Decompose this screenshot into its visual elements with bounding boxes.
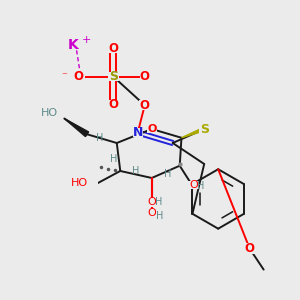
Polygon shape bbox=[64, 118, 89, 136]
Text: H: H bbox=[110, 154, 117, 164]
Text: H: H bbox=[96, 133, 103, 143]
Text: O: O bbox=[147, 124, 156, 134]
Text: S: S bbox=[109, 70, 118, 83]
FancyBboxPatch shape bbox=[133, 128, 143, 137]
FancyBboxPatch shape bbox=[45, 110, 63, 119]
Text: N: N bbox=[133, 126, 143, 139]
Text: S: S bbox=[200, 122, 209, 136]
Text: H: H bbox=[132, 166, 140, 176]
FancyBboxPatch shape bbox=[146, 124, 157, 134]
Text: HO: HO bbox=[70, 178, 88, 188]
Text: O: O bbox=[189, 180, 198, 190]
Text: H: H bbox=[164, 169, 171, 179]
Text: O: O bbox=[245, 242, 255, 255]
FancyBboxPatch shape bbox=[80, 179, 98, 188]
Text: O: O bbox=[140, 70, 150, 83]
Text: H: H bbox=[156, 212, 163, 221]
Polygon shape bbox=[182, 128, 205, 138]
FancyBboxPatch shape bbox=[140, 72, 150, 82]
Text: O: O bbox=[108, 98, 118, 111]
Text: O: O bbox=[140, 99, 150, 112]
Text: H: H bbox=[155, 197, 162, 207]
FancyBboxPatch shape bbox=[108, 100, 119, 110]
Text: ⁻: ⁻ bbox=[61, 72, 67, 82]
FancyBboxPatch shape bbox=[185, 181, 199, 189]
Text: +: + bbox=[82, 35, 91, 45]
Text: O: O bbox=[73, 70, 83, 83]
FancyBboxPatch shape bbox=[139, 100, 151, 110]
FancyBboxPatch shape bbox=[199, 124, 209, 134]
FancyBboxPatch shape bbox=[243, 243, 257, 254]
FancyBboxPatch shape bbox=[145, 198, 159, 207]
FancyBboxPatch shape bbox=[108, 72, 119, 82]
Text: HO: HO bbox=[41, 108, 58, 118]
Text: K: K bbox=[68, 38, 78, 52]
Text: O: O bbox=[147, 208, 156, 218]
Text: H: H bbox=[197, 181, 204, 191]
FancyBboxPatch shape bbox=[71, 72, 85, 82]
FancyBboxPatch shape bbox=[145, 208, 159, 217]
Text: O: O bbox=[147, 197, 156, 208]
Text: O: O bbox=[108, 42, 118, 55]
FancyBboxPatch shape bbox=[108, 44, 119, 53]
